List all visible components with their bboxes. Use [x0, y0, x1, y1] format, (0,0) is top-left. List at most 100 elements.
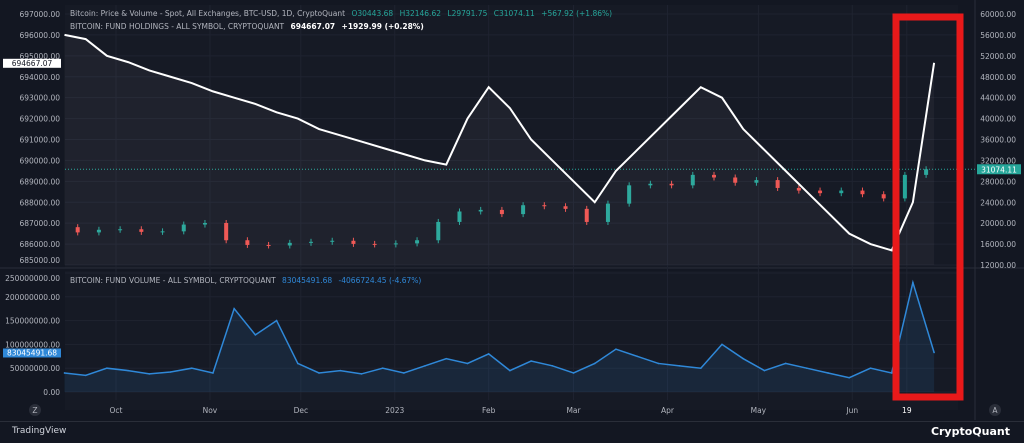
volume-point: [254, 334, 257, 336]
price-candle: [75, 227, 80, 233]
volume-point: [339, 369, 342, 372]
volume-point: [169, 371, 172, 373]
volume-point: [551, 365, 554, 367]
price-legend-title: Bitcoin: Price & Volume - Spot, All Exch…: [70, 9, 346, 18]
x-tick-label: 2023: [385, 406, 404, 415]
right-tick-label: 20000.00: [980, 219, 1016, 228]
x-tick-label: Dec: [294, 406, 309, 415]
volume-panel: [65, 271, 958, 410]
price-candle: [118, 229, 123, 231]
holdings-area: [64, 34, 935, 265]
right-tick-label: 12000.00: [980, 261, 1016, 270]
volume-marker: [3, 348, 61, 358]
volume-tick-label: 50000000.00: [10, 364, 60, 373]
volume-point: [933, 351, 935, 354]
price-candle: [202, 222, 207, 225]
price-candle: [924, 169, 929, 175]
holdings-change: +1929.99 (+0.28%): [341, 22, 424, 31]
price-candle: [457, 211, 462, 222]
right-tick-label: 40000.00: [980, 115, 1016, 124]
volume-point: [763, 369, 766, 372]
left-tick-label: 691000.00: [19, 136, 60, 145]
price-candle: [266, 244, 271, 246]
volume-point: [636, 355, 638, 358]
x-tick-label: Jun: [845, 406, 858, 415]
price-candle: [351, 240, 356, 244]
volume-point: [318, 372, 320, 374]
volume-point: [106, 367, 108, 370]
change-value: +567.92 (+1.86%): [541, 9, 613, 18]
price-candle: [96, 229, 101, 233]
footer: TradingView CryptoQuant: [0, 421, 1024, 443]
volume-point: [84, 374, 87, 377]
volume-change: -4066724.45 (-4.67%): [338, 276, 422, 285]
volume-point: [890, 372, 893, 374]
price-candle: [139, 229, 144, 232]
right-tick-label: 44000.00: [980, 94, 1016, 103]
price-candle: [521, 205, 526, 215]
left-tick-label: 690000.00: [19, 156, 60, 165]
price-candle: [372, 243, 377, 245]
left-tick-label: 697000.00: [19, 10, 60, 19]
auto-scale-label: A: [992, 406, 998, 415]
price-candle: [605, 203, 610, 222]
holdings-legend-title: BITCOIN: FUND HOLDINGS - ALL SYMBOL, CRY…: [70, 22, 285, 31]
volume-point: [233, 307, 235, 310]
price-candle: [860, 190, 865, 195]
volume-point: [381, 367, 384, 370]
volume-value: 83045491.68: [282, 276, 333, 285]
price-legend: Bitcoin: Price & Volume - Spot, All Exch…: [70, 9, 616, 18]
volume-line: [64, 279, 935, 379]
left-tick-label: 686000.00: [19, 240, 60, 249]
price-candle: [330, 240, 335, 242]
holdings-value: 694667.07: [290, 22, 336, 31]
volume-point: [487, 353, 490, 355]
volume-tick-label: 250000000.00: [5, 274, 60, 283]
right-tick-label: 28000.00: [980, 177, 1016, 186]
volume-point: [424, 365, 426, 367]
price-candle: [393, 243, 398, 245]
volume-point: [212, 372, 214, 374]
x-tick-label: 19: [902, 406, 912, 415]
price-candle: [309, 241, 314, 243]
volume-tick-label: 0.00: [43, 388, 60, 397]
right-tick-label: 16000.00: [980, 240, 1016, 249]
last-price-label: 31074.11: [981, 165, 1017, 174]
x-tick-label: Feb: [482, 406, 496, 415]
volume-point: [784, 362, 787, 365]
holdings-line: [64, 33, 936, 252]
volume-point: [912, 281, 914, 284]
left-tick-label: 694000.00: [19, 73, 60, 82]
volume-point: [466, 362, 469, 365]
price-candle: [839, 190, 844, 194]
tradingview-logo[interactable]: TradingView: [12, 426, 67, 436]
price-candle: [881, 194, 886, 199]
price-candle: [415, 240, 420, 244]
left-tick-label: 689000.00: [19, 177, 60, 186]
volume-point: [148, 373, 151, 375]
volume-legend: BITCOIN: FUND VOLUME - ALL SYMBOL, CRYPT…: [70, 276, 425, 285]
volume-tick-label: 200000000.00: [5, 293, 60, 302]
price-candle: [542, 205, 547, 207]
right-tick-label: 24000.00: [980, 198, 1016, 207]
volume-point: [678, 365, 681, 367]
holdings-marker: [3, 58, 61, 68]
volume-point: [806, 367, 808, 370]
volume-point: [275, 319, 278, 322]
open-value: O30443.68: [351, 9, 394, 18]
volume-point: [593, 362, 596, 365]
volume-point: [530, 360, 532, 362]
price-candle: [627, 185, 632, 204]
high-value: H32146.62: [399, 9, 441, 18]
price-candle: [818, 190, 823, 194]
x-tick-label: Nov: [203, 406, 218, 415]
left-tick-label: 693000.00: [19, 94, 60, 103]
volume-point: [699, 367, 702, 370]
price-candle: [224, 222, 229, 241]
volume-point: [403, 372, 405, 374]
auto-scale-button: [989, 404, 1001, 416]
holdings-marker-label: 694667.07: [12, 59, 53, 68]
price-candle: [712, 174, 716, 178]
close-value: C31074.11: [493, 9, 535, 18]
volume-point: [509, 369, 511, 372]
